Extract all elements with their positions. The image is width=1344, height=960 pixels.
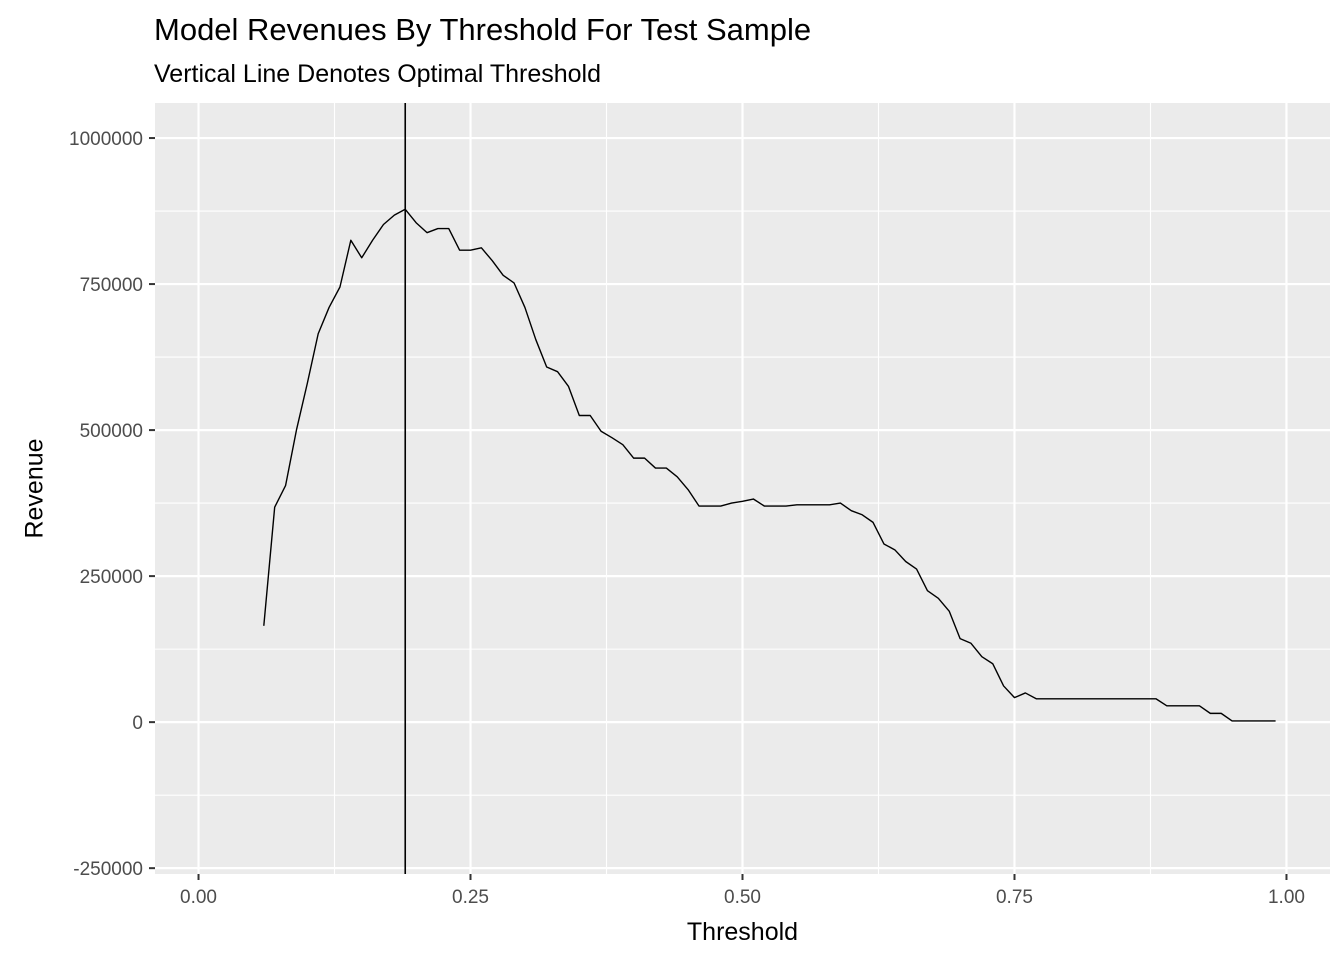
y-axis-tick-labels: -250000 0 250000 500000 750000 1000000 bbox=[69, 129, 143, 880]
axis-ticks bbox=[149, 137, 1288, 880]
chart-subtitle: Vertical Line Denotes Optimal Threshold bbox=[154, 60, 601, 88]
chart-title: Model Revenues By Threshold For Test Sam… bbox=[154, 12, 812, 47]
y-tick-label: 0 bbox=[132, 713, 143, 734]
x-axis-tick-labels: 0.00 0.25 0.50 0.75 1.00 bbox=[180, 887, 1305, 908]
y-tick-label: 250000 bbox=[80, 567, 143, 588]
x-tick-label: 0.00 bbox=[180, 887, 217, 908]
x-tick-label: 0.50 bbox=[724, 887, 761, 908]
revenue-series-line bbox=[263, 208, 1276, 722]
y-tick-label: 750000 bbox=[80, 275, 143, 296]
y-tick-label: 1000000 bbox=[69, 129, 143, 150]
y-axis-title: Revenue bbox=[21, 438, 49, 538]
x-tick-label: 0.75 bbox=[996, 887, 1033, 908]
y-tick-label: -250000 bbox=[73, 859, 143, 880]
y-tick-label: 500000 bbox=[80, 421, 143, 442]
x-tick-label: 1.00 bbox=[1268, 887, 1305, 908]
x-axis-title: Threshold bbox=[687, 918, 798, 946]
x-tick-label: 0.25 bbox=[452, 887, 489, 908]
major-gridlines bbox=[155, 103, 1330, 874]
